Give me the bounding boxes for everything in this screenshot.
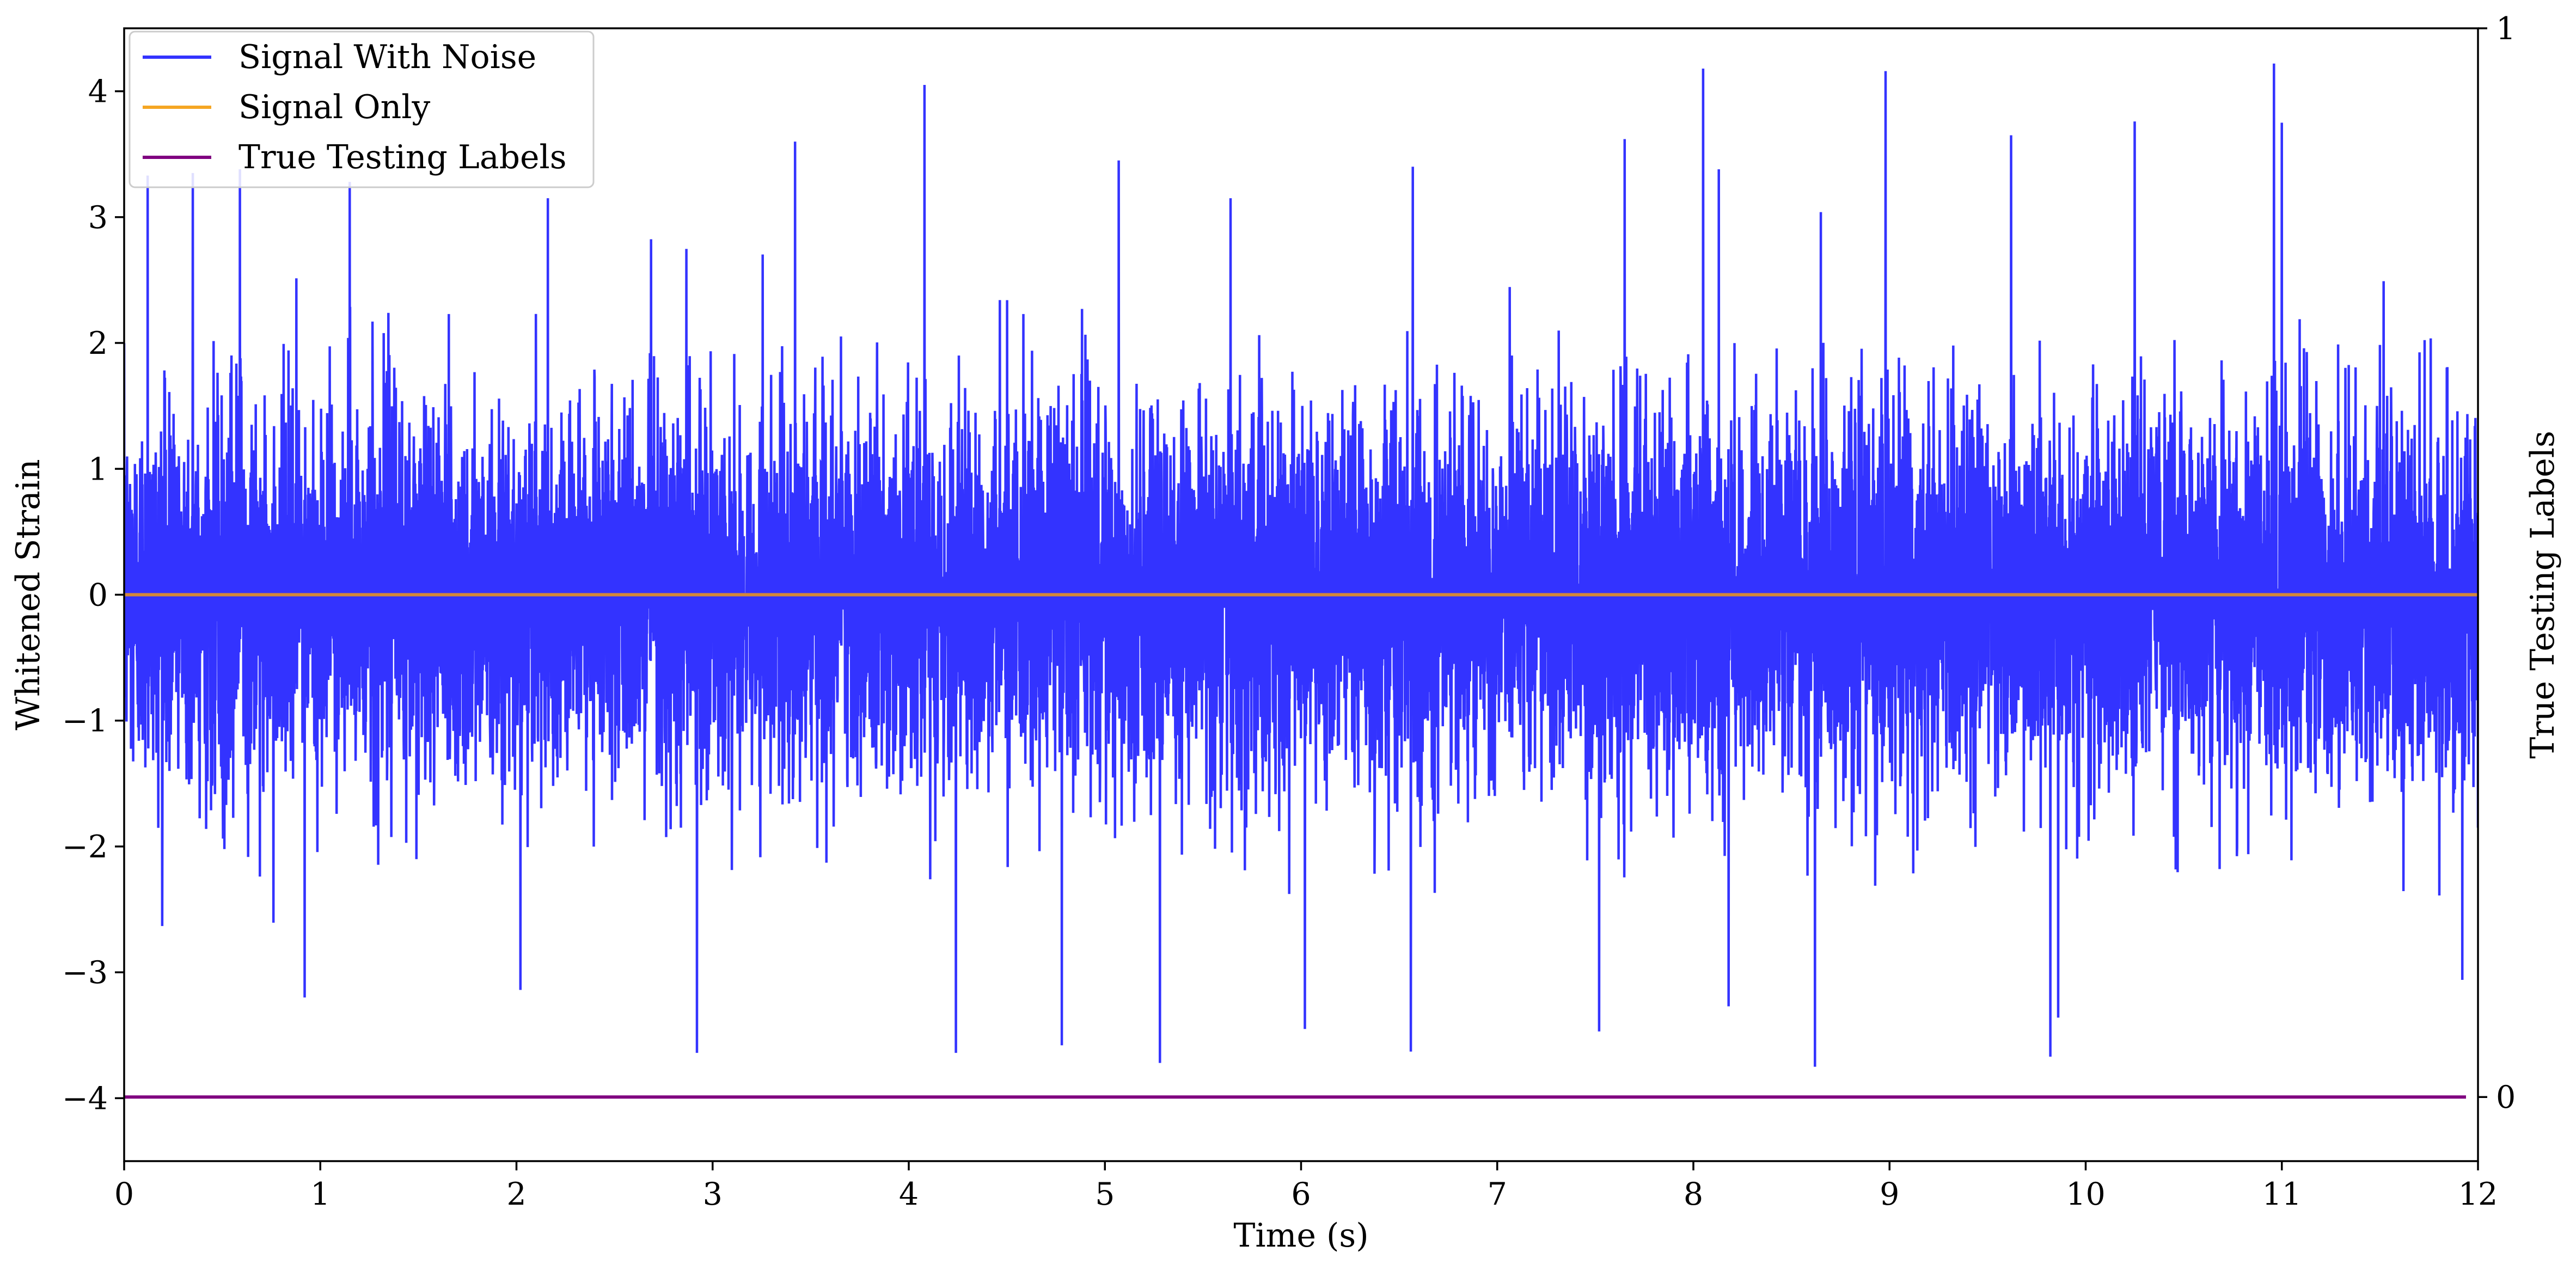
x-tick-label: 6 bbox=[1291, 1176, 1311, 1212]
x-tick-label: 12 bbox=[2458, 1176, 2498, 1212]
plot-area bbox=[124, 63, 2478, 1099]
x-tick-label: 7 bbox=[1488, 1176, 1507, 1212]
y-tick-label: 4 bbox=[88, 74, 108, 110]
x-tick-label: 5 bbox=[1095, 1176, 1115, 1212]
series-signal-with-noise bbox=[124, 63, 2478, 1067]
x-tick-label: 0 bbox=[114, 1176, 134, 1212]
x-tick-label: 3 bbox=[703, 1176, 723, 1212]
x-tick-label: 2 bbox=[506, 1176, 526, 1212]
y-tick-label: 1 bbox=[88, 451, 108, 487]
y-tick-label: 2 bbox=[88, 326, 108, 361]
x-tick-label: 9 bbox=[1880, 1176, 1899, 1212]
legend: Signal With Noise Signal Only True Testing… bbox=[129, 30, 595, 188]
y-axis-label: Whitened Strain bbox=[9, 459, 47, 730]
legend-label-signal-with-noise: Signal With Noise bbox=[238, 38, 536, 76]
y-tick-label: −1 bbox=[62, 703, 108, 739]
x-tick-label: 10 bbox=[2066, 1176, 2106, 1212]
y2-tick-label: 0 bbox=[2496, 1079, 2516, 1115]
y-tick-label: −2 bbox=[62, 829, 108, 865]
legend-label-signal-only: Signal Only bbox=[238, 88, 430, 126]
y-tick-label: 3 bbox=[88, 200, 108, 236]
y-tick-label: −4 bbox=[62, 1081, 108, 1116]
x-tick-label: 4 bbox=[899, 1176, 919, 1212]
y-tick-label: 0 bbox=[88, 578, 108, 613]
x-tick-label: 1 bbox=[310, 1176, 330, 1212]
y2-tick-label: 1 bbox=[2496, 11, 2516, 47]
legend-label-true-testing-labels: True Testing Labels bbox=[238, 138, 567, 176]
y2-axis-label: True Testing Labels bbox=[2524, 431, 2562, 759]
y-tick-label: −3 bbox=[62, 955, 108, 991]
x-tick-label: 11 bbox=[2262, 1176, 2302, 1212]
x-axis-label: Time (s) bbox=[1233, 1217, 1368, 1255]
legend-box bbox=[129, 30, 595, 188]
x-tick-label: 8 bbox=[1684, 1176, 1703, 1212]
